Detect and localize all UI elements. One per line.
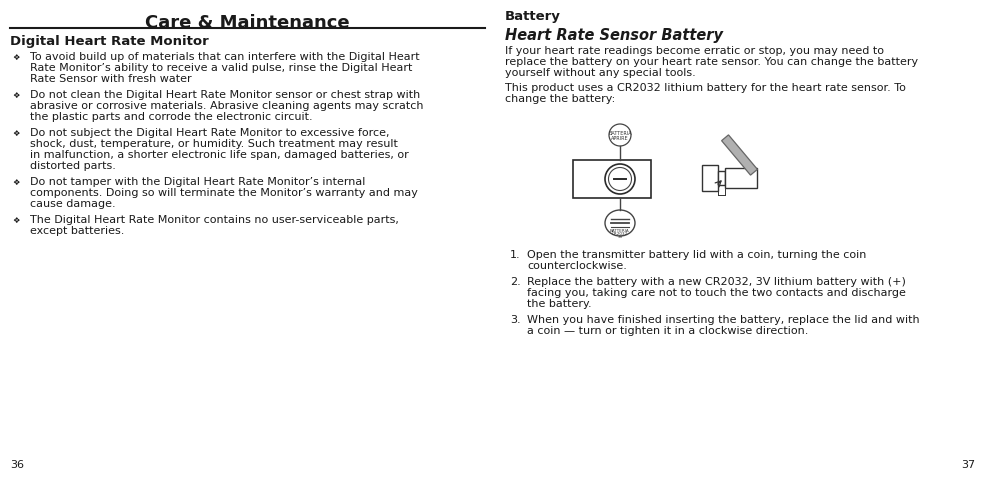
Circle shape: [609, 124, 631, 146]
Text: ❖: ❖: [12, 53, 20, 62]
Text: BATTERIA: BATTERIA: [610, 229, 630, 233]
Text: To avoid build up of materials that can interfere with the Digital Heart: To avoid build up of materials that can …: [30, 52, 420, 62]
Bar: [725, 168, 757, 188]
Polygon shape: [722, 135, 757, 175]
Text: Replace the battery with a new CR2032, 3V lithium battery with (+): Replace the battery with a new CR2032, 3…: [527, 277, 906, 287]
Text: abrasive or corrosive materials. Abrasive cleaning agents may scratch: abrasive or corrosive materials. Abrasiv…: [30, 101, 424, 111]
Text: If your heart rate readings become erratic or stop, you may need to: If your heart rate readings become errat…: [505, 46, 884, 56]
Circle shape: [609, 168, 632, 191]
Text: ❖: ❖: [12, 216, 20, 225]
Text: When you have finished inserting the battery, replace the lid and with: When you have finished inserting the bat…: [527, 315, 920, 325]
Text: replace the battery on your heart rate sensor. You can change the battery: replace the battery on your heart rate s…: [505, 57, 918, 67]
Text: facing you, taking care not to touch the two contacts and discharge: facing you, taking care not to touch the…: [527, 288, 906, 298]
Circle shape: [605, 164, 635, 194]
Text: the plastic parts and corrode the electronic circuit.: the plastic parts and corrode the electr…: [30, 112, 313, 122]
Text: 3.: 3.: [510, 315, 521, 325]
Text: Rate Monitor’s ability to receive a valid pulse, rinse the Digital Heart: Rate Monitor’s ability to receive a vali…: [30, 63, 413, 73]
Bar: [702, 165, 718, 191]
Text: Open the transmitter battery lid with a coin, turning the coin: Open the transmitter battery lid with a …: [527, 250, 866, 260]
Text: ❖: ❖: [12, 129, 20, 138]
Text: the battery.: the battery.: [527, 299, 592, 309]
Text: Rate Sensor with fresh water: Rate Sensor with fresh water: [30, 74, 192, 84]
Ellipse shape: [605, 210, 635, 236]
Text: change the battery:: change the battery:: [505, 94, 615, 104]
Text: cause damage.: cause damage.: [30, 199, 116, 209]
Text: counterclockwise.: counterclockwise.: [527, 261, 627, 271]
Text: Do not clean the Digital Heart Rate Monitor sensor or chest strap with: Do not clean the Digital Heart Rate Moni…: [30, 90, 420, 100]
Text: a coin — turn or tighten it in a clockwise direction.: a coin — turn or tighten it in a clockwi…: [527, 326, 809, 336]
Text: distorted parts.: distorted parts.: [30, 161, 116, 171]
Text: Digital Heart Rate Monitor: Digital Heart Rate Monitor: [10, 35, 209, 48]
Text: ❖: ❖: [12, 91, 20, 100]
Text: 37: 37: [961, 460, 975, 470]
Bar: [718, 171, 725, 185]
Text: Do not tamper with the Digital Heart Rate Monitor’s internal: Do not tamper with the Digital Heart Rat…: [30, 177, 365, 187]
Text: except batteries.: except batteries.: [30, 226, 125, 236]
Text: BATTERIA: BATTERIA: [608, 131, 632, 136]
Text: APRIRE: APRIRE: [611, 136, 629, 141]
Text: Care & Maintenance: Care & Maintenance: [145, 14, 349, 32]
Bar: [573, 160, 651, 198]
Text: ❖: ❖: [12, 178, 20, 187]
Text: 1.: 1.: [510, 250, 521, 260]
Text: This product uses a CR2032 lithium battery for the heart rate sensor. To: This product uses a CR2032 lithium batte…: [505, 83, 906, 93]
Text: 2.: 2.: [510, 277, 521, 287]
Text: in malfunction, a shorter electronic life span, damaged batteries, or: in malfunction, a shorter electronic lif…: [30, 150, 409, 160]
Text: components. Doing so will terminate the Monitor’s warranty and may: components. Doing so will terminate the …: [30, 188, 418, 198]
Text: Battery: Battery: [505, 10, 561, 23]
Text: shock, dust, temperature, or humidity. Such treatment may result: shock, dust, temperature, or humidity. S…: [30, 139, 398, 149]
Text: 3V: 3V: [617, 236, 623, 240]
Text: Do not subject the Digital Heart Rate Monitor to excessive force,: Do not subject the Digital Heart Rate Mo…: [30, 128, 389, 138]
Text: The Digital Heart Rate Monitor contains no user-serviceable parts,: The Digital Heart Rate Monitor contains …: [30, 215, 399, 225]
Text: yourself without any special tools.: yourself without any special tools.: [505, 68, 696, 78]
Text: 36: 36: [10, 460, 24, 470]
Text: CR2032: CR2032: [612, 232, 628, 236]
Text: Heart Rate Sensor Battery: Heart Rate Sensor Battery: [505, 28, 723, 43]
